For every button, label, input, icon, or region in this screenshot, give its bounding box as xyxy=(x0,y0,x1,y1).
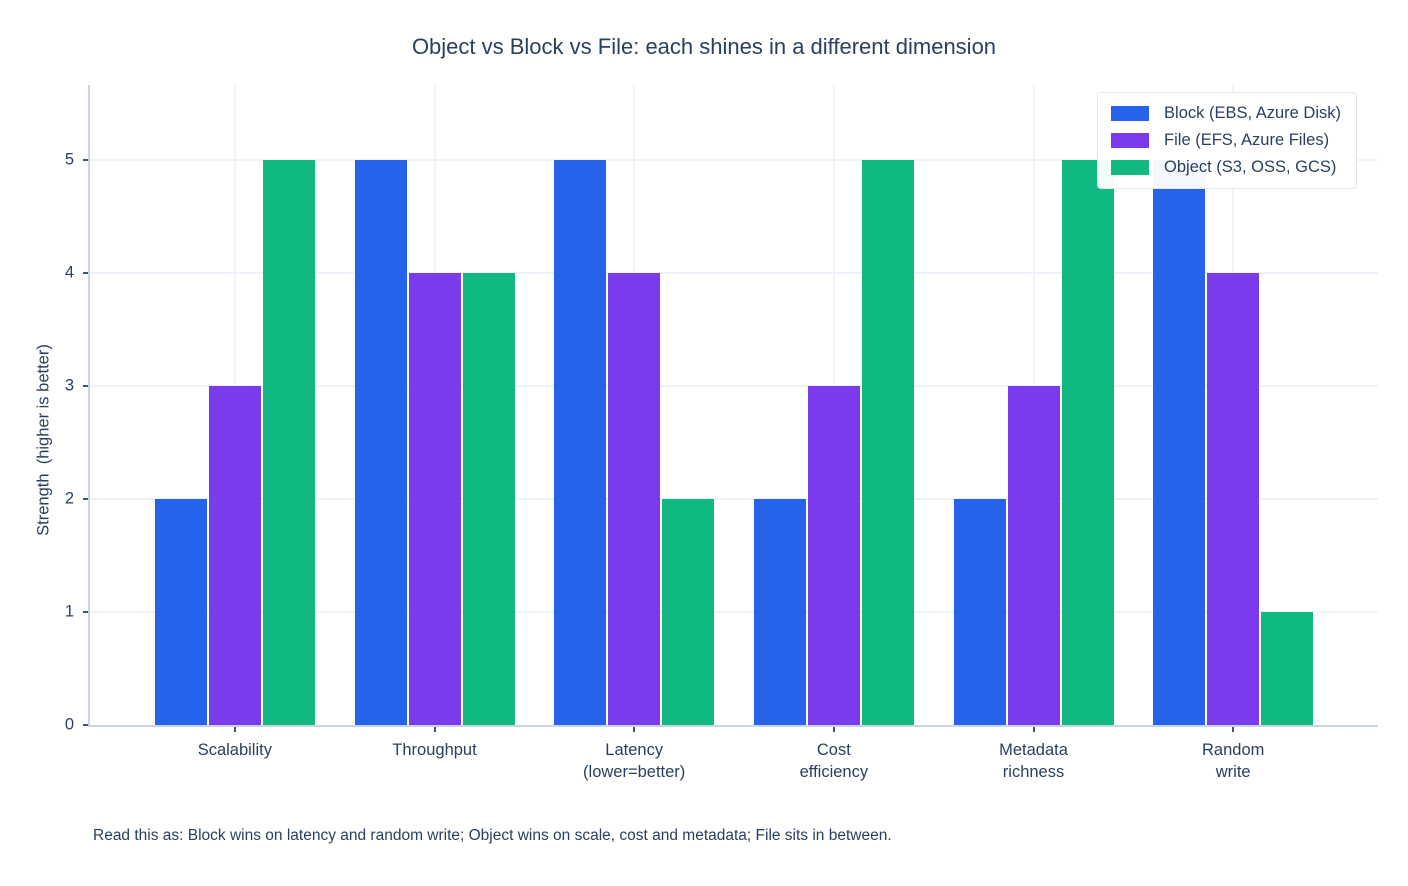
x-tick-mark-metadata xyxy=(1032,727,1035,732)
x-tick-label-latency: Latency (lower=better) xyxy=(583,741,686,781)
legend-label-block: Block (EBS, Azure Disk) xyxy=(1164,104,1341,122)
bar-group-cost: Cost efficiency xyxy=(734,85,934,781)
bar-block-random xyxy=(1153,159,1206,725)
y-tick-label-3: 3 xyxy=(64,376,74,395)
legend-label-object: Object (S3, OSS, GCS) xyxy=(1164,158,1337,176)
y-tick-label-5: 5 xyxy=(64,150,74,169)
x-tick-label-throughput: Throughput xyxy=(392,741,477,759)
footer-note: Read this as: Block wins on latency and … xyxy=(93,827,892,844)
y-tick-mark-0 xyxy=(83,724,88,726)
bar-object-metadata xyxy=(1061,159,1114,725)
gridline-y-4 xyxy=(90,271,1378,274)
bar-block-metadata xyxy=(953,498,1006,725)
legend-swatch-object xyxy=(1111,160,1150,175)
x-tick-mark-random xyxy=(1232,727,1235,732)
bar-file-latency xyxy=(608,272,661,725)
y-tick-label-1: 1 xyxy=(64,602,74,621)
bar-group-latency: Latency (lower=better) xyxy=(534,85,734,781)
bar-file-metadata xyxy=(1007,385,1060,725)
legend-label-file: File (EFS, Azure Files) xyxy=(1164,131,1330,149)
y-tick-label-0: 0 xyxy=(64,715,74,734)
plot-area: Scalability Throughput Latency (lower=bett… xyxy=(65,85,1378,781)
bar-object-latency xyxy=(662,498,715,725)
x-tick-label-random: Random write xyxy=(1202,741,1265,781)
legend-swatch-block xyxy=(1111,106,1150,121)
bar-group-metadata: Metadata richness xyxy=(934,85,1134,781)
bar-file-cost xyxy=(807,385,860,725)
y-tick-mark-2 xyxy=(83,497,88,500)
gridline-y-3 xyxy=(90,384,1378,387)
bar-block-scalability xyxy=(154,498,207,725)
y-tick-label-2: 2 xyxy=(64,489,74,508)
x-tick-label-scalability: Scalability xyxy=(197,741,272,759)
gridline-y-1 xyxy=(90,610,1378,613)
bar-block-cost xyxy=(753,498,806,725)
chart-title: Object vs Block vs File: each shines in … xyxy=(411,34,997,59)
x-tick-label-cost: Cost efficiency xyxy=(799,741,869,781)
bar-block-latency xyxy=(554,159,607,725)
x-tick-mark-cost xyxy=(832,727,835,732)
y-axis-title: Strength (higher is better) xyxy=(34,344,53,536)
legend-item-file[interactable]: File (EFS, Azure Files) xyxy=(1111,131,1341,150)
bar-groups: Scalability Throughput Latency (lower=bett… xyxy=(90,85,1378,781)
y-tick-mark-5 xyxy=(83,158,88,161)
legend-item-block[interactable]: Block (EBS, Azure Disk) xyxy=(1111,104,1341,123)
bar-block-throughput xyxy=(354,159,407,725)
x-tick-mark-throughput xyxy=(433,727,436,732)
x-tick-mark-scalability xyxy=(233,727,236,732)
x-tick-mark-latency xyxy=(633,727,636,732)
x-tick-label-metadata: Metadata richness xyxy=(999,741,1068,781)
bar-object-random xyxy=(1261,611,1314,725)
gridline-y-2 xyxy=(90,497,1378,500)
y-tick-mark-3 xyxy=(83,384,88,387)
bar-group-random: Random write xyxy=(1133,85,1333,781)
legend: Block (EBS, Azure Disk) File (EFS, Azure … xyxy=(1097,92,1357,189)
bar-object-scalability xyxy=(262,159,315,725)
bar-file-scalability xyxy=(208,385,261,725)
bar-group-scalability: Scalability xyxy=(135,85,335,759)
y-tick-mark-1 xyxy=(83,610,88,613)
y-tick-label-4: 4 xyxy=(64,263,74,282)
bar-group-throughput: Throughput xyxy=(335,85,535,759)
y-tick-mark-4 xyxy=(83,271,88,274)
bar-object-cost xyxy=(861,159,914,725)
legend-item-object[interactable]: Object (S3, OSS, GCS) xyxy=(1111,158,1341,177)
legend-swatch-file xyxy=(1111,133,1150,148)
bar-file-random xyxy=(1207,272,1260,725)
gridline-y-5 xyxy=(90,158,1378,161)
bar-object-throughput xyxy=(462,272,515,725)
bar-file-throughput xyxy=(408,272,461,725)
